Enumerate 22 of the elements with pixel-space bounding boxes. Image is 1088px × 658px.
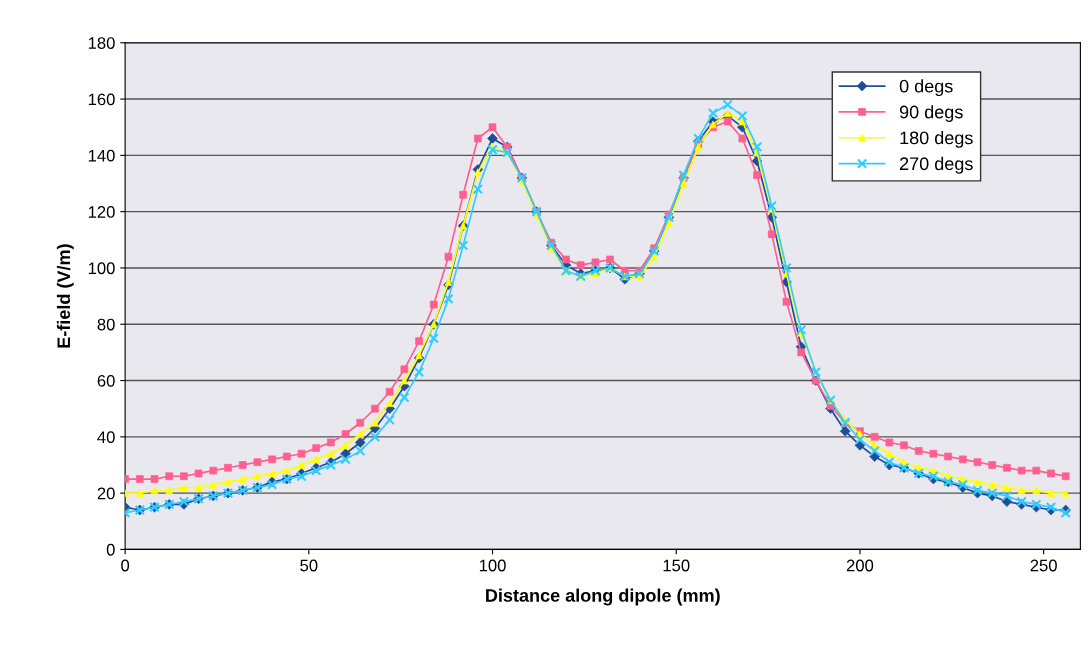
y-axis-title: E-field (V/m) xyxy=(56,244,74,348)
y-tick-label: 180 xyxy=(88,37,115,49)
x-tick-label: 250 xyxy=(1030,559,1057,572)
y-tick-label: 0 xyxy=(106,543,115,556)
y-tick-label: 120 xyxy=(88,206,115,218)
x-tick-label: 100 xyxy=(479,559,506,572)
x-tick-label: 0 xyxy=(121,559,130,572)
y-tick-label: 100 xyxy=(88,262,115,275)
y-tick-label: 80 xyxy=(97,318,115,331)
y-tick-label: 160 xyxy=(88,93,115,106)
x-tick-label: 200 xyxy=(846,559,874,572)
legend-label: 0 degs xyxy=(899,79,953,97)
x-tick-label: 150 xyxy=(663,559,690,572)
y-tick-label: 140 xyxy=(88,149,115,162)
y-tick-label: 60 xyxy=(97,374,115,387)
x-tick-label: 50 xyxy=(300,559,318,572)
legend-label: 90 degs xyxy=(899,105,963,122)
legend-label: 270 degs xyxy=(900,156,973,174)
y-tick-label: 40 xyxy=(97,431,115,444)
legend-label: 180 degs xyxy=(900,131,973,148)
x-axis-title: Distance along dipole (mm) xyxy=(486,588,720,606)
y-tick-label: 20 xyxy=(97,487,115,500)
